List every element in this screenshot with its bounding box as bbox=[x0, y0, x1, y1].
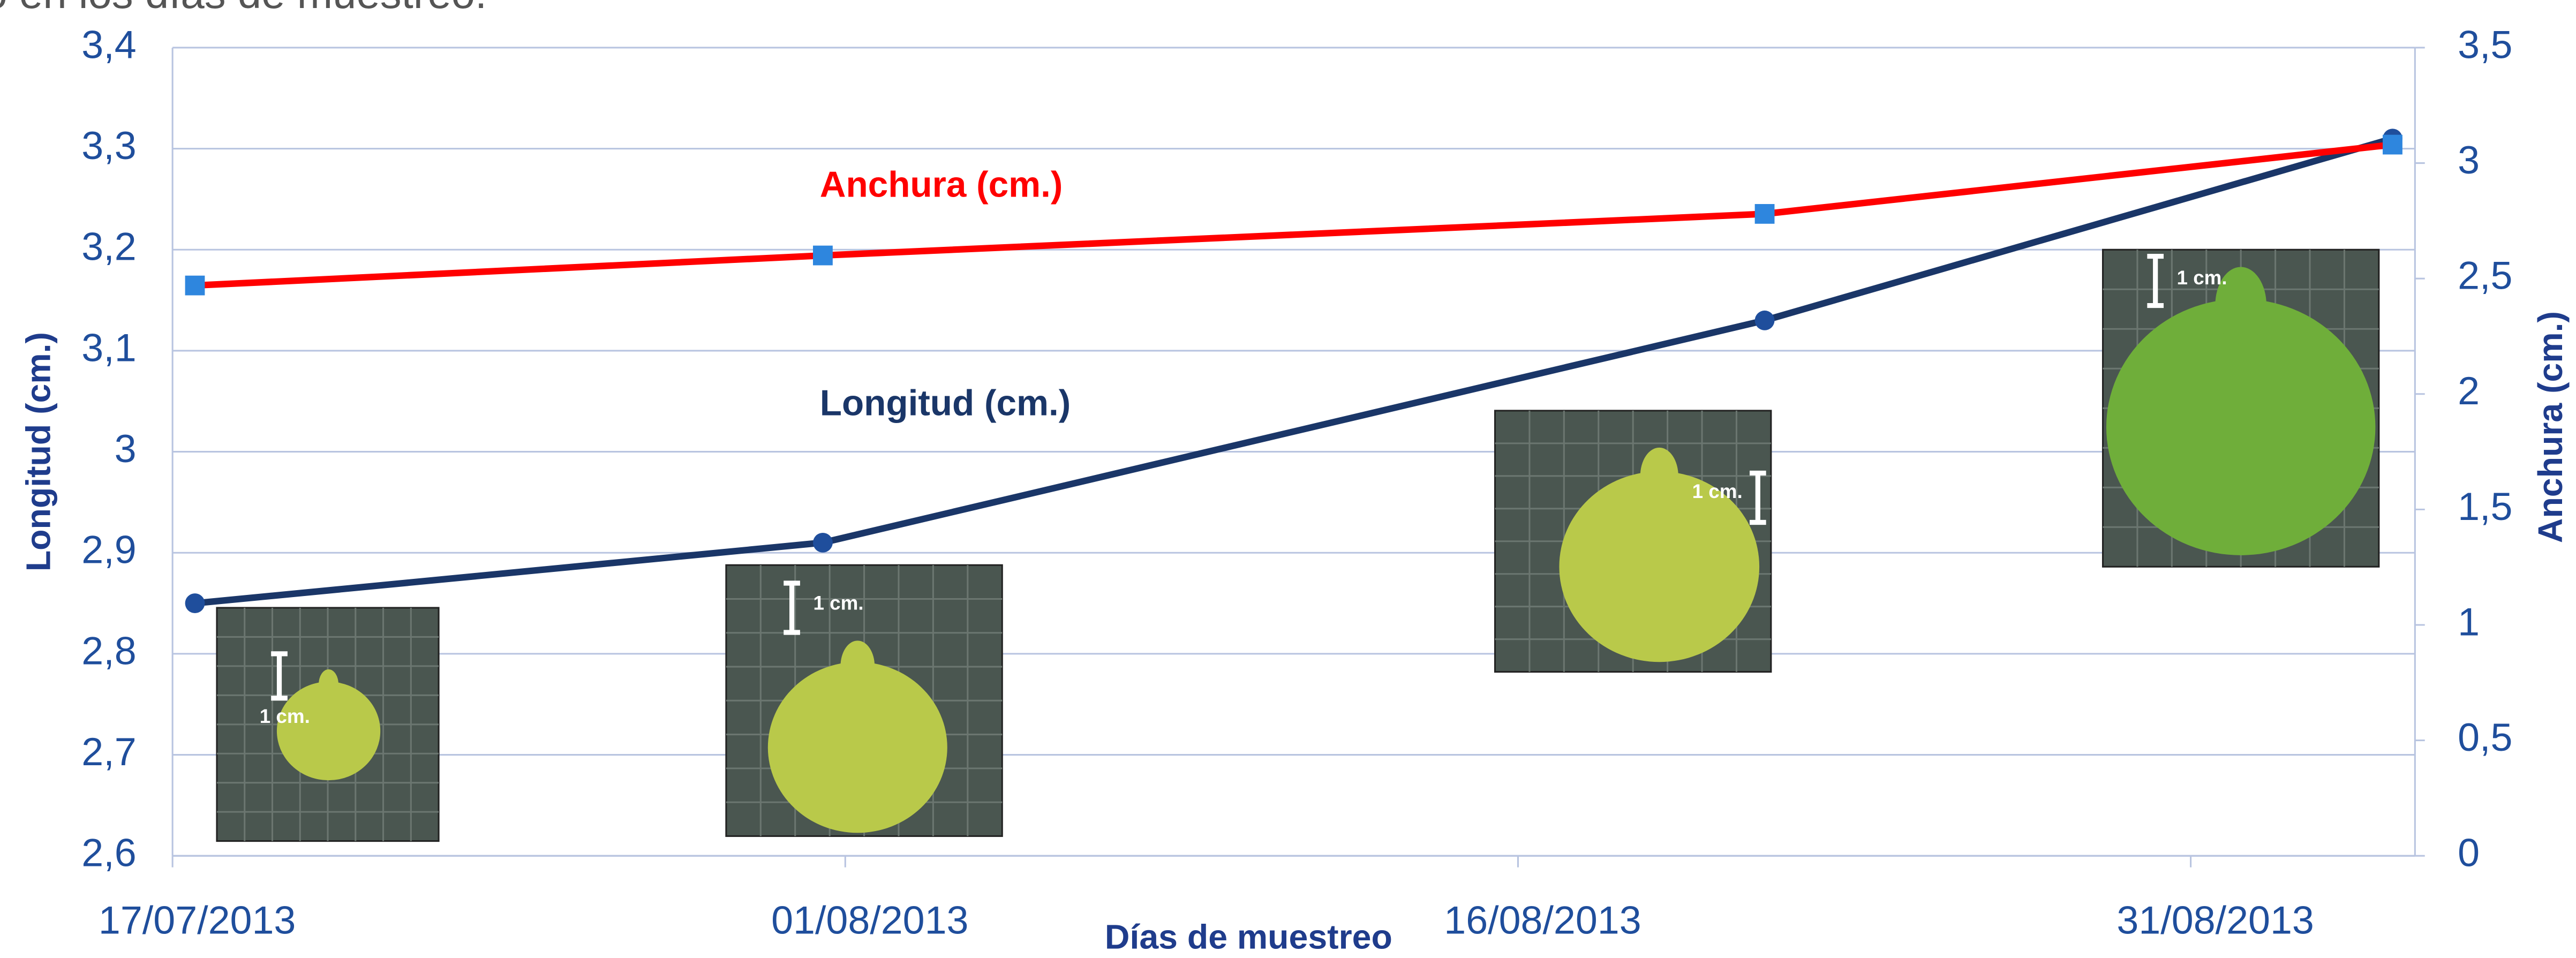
y2-tick-label: 3,5 bbox=[2458, 22, 2512, 66]
page: {"chart_data": { "type": "line", "title"… bbox=[0, 0, 2576, 958]
photo-label: 1 cm. bbox=[813, 592, 863, 614]
chart-title: o en los días de muestreo. bbox=[0, 0, 487, 17]
y2-tick-label: 1,5 bbox=[2458, 484, 2512, 529]
photo-label: 1 cm. bbox=[260, 705, 310, 727]
marker bbox=[185, 276, 205, 296]
x-tick-label: 31/08/2013 bbox=[2116, 897, 2314, 942]
fig-photo: 1 cm. bbox=[726, 565, 1002, 836]
y2-tick-label: 2 bbox=[2458, 368, 2480, 413]
series-line bbox=[195, 139, 2392, 604]
y-tick-label: 2,8 bbox=[81, 628, 136, 673]
y2-tick-label: 2,5 bbox=[2458, 253, 2512, 298]
y2-tick-label: 1 bbox=[2458, 599, 2480, 644]
chart: o en los días de muestreo. Días de muest… bbox=[0, 0, 2576, 958]
fig-photo: 1 cm. bbox=[2103, 250, 2379, 567]
fig-neck bbox=[319, 669, 338, 699]
fig-photo: 1 cm. bbox=[1495, 411, 1771, 672]
marker bbox=[2383, 135, 2402, 155]
marker bbox=[813, 533, 833, 553]
y-tick-label: 3,3 bbox=[81, 123, 136, 168]
y-tick-label: 2,7 bbox=[81, 729, 136, 774]
marker bbox=[1755, 204, 1775, 224]
y-axis-title: Longitud (cm.) bbox=[19, 332, 58, 571]
fig-photo: 1 cm. bbox=[217, 608, 439, 841]
y-tick-label: 3,1 bbox=[81, 325, 136, 369]
y-tick-label: 3 bbox=[115, 426, 137, 471]
fig-neck bbox=[840, 640, 875, 692]
series-label: Anchura (cm.) bbox=[820, 165, 1063, 205]
marker bbox=[185, 593, 205, 613]
y-tick-label: 2,9 bbox=[81, 527, 136, 572]
y-tick-label: 2,6 bbox=[81, 831, 136, 875]
fig-neck bbox=[1640, 448, 1678, 505]
y-tick-label: 3,4 bbox=[81, 22, 136, 66]
x-tick-label: 16/08/2013 bbox=[1444, 897, 1641, 942]
series-label: Longitud (cm.) bbox=[820, 383, 1071, 424]
y2-tick-label: 0 bbox=[2458, 831, 2480, 875]
y-tick-label: 3,2 bbox=[81, 224, 136, 269]
photo-label: 1 cm. bbox=[1692, 480, 1743, 502]
y2-axis-title: Anchura (cm.) bbox=[2531, 311, 2570, 543]
marker bbox=[1755, 311, 1775, 330]
y2-tick-label: 3 bbox=[2458, 138, 2480, 182]
marker bbox=[813, 246, 833, 266]
photo-label: 1 cm. bbox=[2177, 267, 2227, 289]
x-tick-label: 17/07/2013 bbox=[99, 897, 296, 942]
series-line bbox=[195, 145, 2392, 285]
x-axis-title: Días de muestreo bbox=[1105, 918, 1392, 956]
x-tick-label: 01/08/2013 bbox=[771, 897, 968, 942]
y2-tick-label: 0,5 bbox=[2458, 715, 2512, 759]
